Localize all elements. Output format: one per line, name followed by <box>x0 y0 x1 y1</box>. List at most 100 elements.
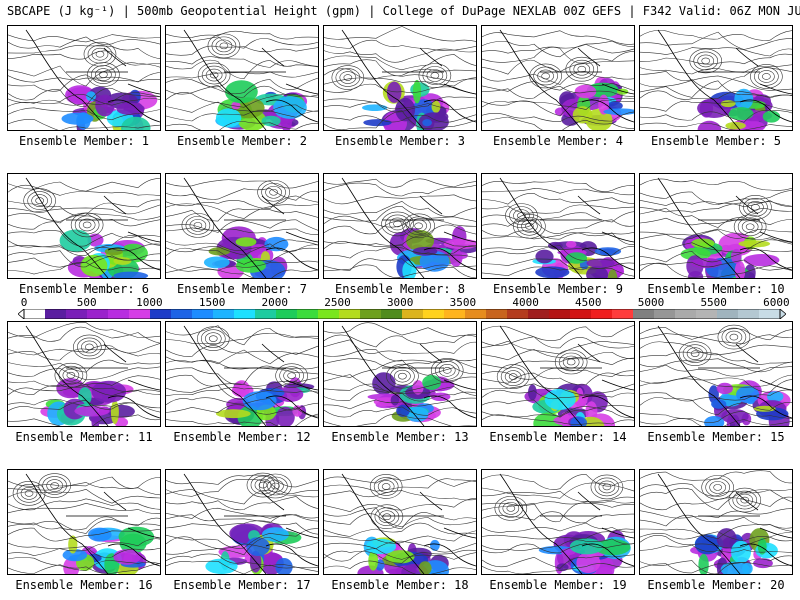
member-label: Ensemble Member: 9 <box>492 282 624 296</box>
height-contours <box>8 34 160 130</box>
colorbar-segment <box>465 309 487 319</box>
member-label: Ensemble Member: 18 <box>331 578 469 592</box>
member-label: Ensemble Member: 4 <box>492 134 624 148</box>
colorbar-segment <box>150 309 172 319</box>
colorbar-segment <box>654 309 676 319</box>
coastline-borders <box>657 473 792 574</box>
ensemble-map-panel <box>7 173 161 279</box>
coastline-borders <box>657 29 792 130</box>
member-label: Ensemble Member: 14 <box>489 430 627 444</box>
member-label: Ensemble Member: 19 <box>489 578 627 592</box>
colorbar-segment <box>549 309 571 319</box>
height-contours <box>8 322 160 426</box>
colorbar-tick-label: 6000 <box>763 296 790 309</box>
colorbar-frame <box>23 309 781 319</box>
ensemble-map-panel <box>7 469 161 575</box>
ensemble-map-panel <box>481 25 635 131</box>
coastline-borders <box>183 177 318 278</box>
colorbar-tick-label: 0 <box>20 296 28 309</box>
coastline-borders <box>183 473 318 574</box>
coastline-borders <box>657 177 792 278</box>
sbcape-shading <box>524 383 615 426</box>
ensemble-map-panel <box>323 25 477 131</box>
ensemble-map-panel <box>323 321 477 427</box>
sbcape-shading <box>215 80 308 130</box>
figure-title: SBCAPE (J kg⁻¹) | 500mb Geopotential Hei… <box>7 4 800 18</box>
colorbar-segment <box>570 309 592 319</box>
ensemble-map-panel <box>481 469 635 575</box>
member-label: Ensemble Member: 1 <box>18 134 150 148</box>
member-label: Ensemble Member: 16 <box>15 578 153 592</box>
member-label: Ensemble Member: 7 <box>176 282 308 296</box>
ensemble-map-panel <box>165 25 319 131</box>
coastline-borders <box>499 473 634 574</box>
ensemble-map-panel <box>165 321 319 427</box>
member-label: Ensemble Member: 10 <box>647 282 785 296</box>
colorbar-segment <box>717 309 739 319</box>
coastline-borders <box>657 325 792 426</box>
coastline-borders <box>499 29 634 130</box>
sbcape-shading <box>389 226 476 278</box>
coastline-borders <box>341 473 476 574</box>
colorbar-segment <box>633 309 655 319</box>
member-label: Ensemble Member: 5 <box>650 134 782 148</box>
height-contours <box>8 473 160 574</box>
height-contours <box>640 29 792 130</box>
colorbar-segment <box>318 309 340 319</box>
colorbar-segment <box>528 309 550 319</box>
colorbar-segment <box>402 309 424 319</box>
member-label: Ensemble Member: 13 <box>331 430 469 444</box>
ensemble-map-panel <box>165 173 319 279</box>
member-label: Ensemble Member: 17 <box>173 578 311 592</box>
colorbar-segment <box>45 309 67 319</box>
ensemble-map-panel <box>639 469 793 575</box>
height-contours <box>482 179 634 277</box>
coastline-borders <box>183 29 318 130</box>
member-label: Ensemble Member: 6 <box>18 282 150 296</box>
colorbar-segment <box>696 309 718 319</box>
colorbar-segment <box>24 309 46 319</box>
height-contours <box>166 179 318 278</box>
colorbar-tick-label: 1500 <box>198 296 226 309</box>
coastline-borders <box>183 325 318 426</box>
colorbar-tick-label: 5000 <box>637 296 665 309</box>
colorbar-segment <box>486 309 508 319</box>
colorbar-segment <box>612 309 634 319</box>
colorbar-tick-label: 5500 <box>700 296 727 309</box>
colorbar-segment <box>171 309 193 319</box>
ensemble-map-panel <box>639 25 793 131</box>
height-contours <box>324 474 476 574</box>
colorbar-segment <box>423 309 445 319</box>
colorbar-segment <box>675 309 697 319</box>
height-contours <box>640 324 792 426</box>
colorbar-segment <box>213 309 235 319</box>
member-label: Ensemble Member: 20 <box>647 578 785 592</box>
sbcape-colorbar <box>18 309 786 319</box>
colorbar-tick-label: 1000 <box>136 296 163 309</box>
height-contours <box>324 322 476 426</box>
coastline-borders <box>25 29 160 130</box>
sbcape-shading <box>61 85 158 130</box>
coastline-borders <box>499 177 634 278</box>
colorbar-segment <box>339 309 361 319</box>
colorbar-segment <box>507 309 529 319</box>
height-contours <box>640 178 792 278</box>
ensemble-map-panel <box>323 173 477 279</box>
colorbar-segment <box>381 309 403 319</box>
ensemble-map-panel <box>481 321 635 427</box>
colorbar-left-arrow <box>18 309 25 319</box>
sbcape-shading <box>62 526 155 574</box>
coastline-borders <box>499 325 634 426</box>
coastline-borders <box>341 177 476 278</box>
colorbar-segment <box>360 309 382 319</box>
height-contours <box>640 470 792 574</box>
colorbar-segment <box>129 309 151 319</box>
ensemble-map-panel <box>639 321 793 427</box>
colorbar-segment <box>276 309 298 319</box>
sbcape-shading <box>203 226 289 278</box>
coastline-borders <box>25 473 160 574</box>
colorbar-segment <box>66 309 88 319</box>
sbcape-shading <box>215 377 315 426</box>
colorbar-segment <box>234 309 256 319</box>
